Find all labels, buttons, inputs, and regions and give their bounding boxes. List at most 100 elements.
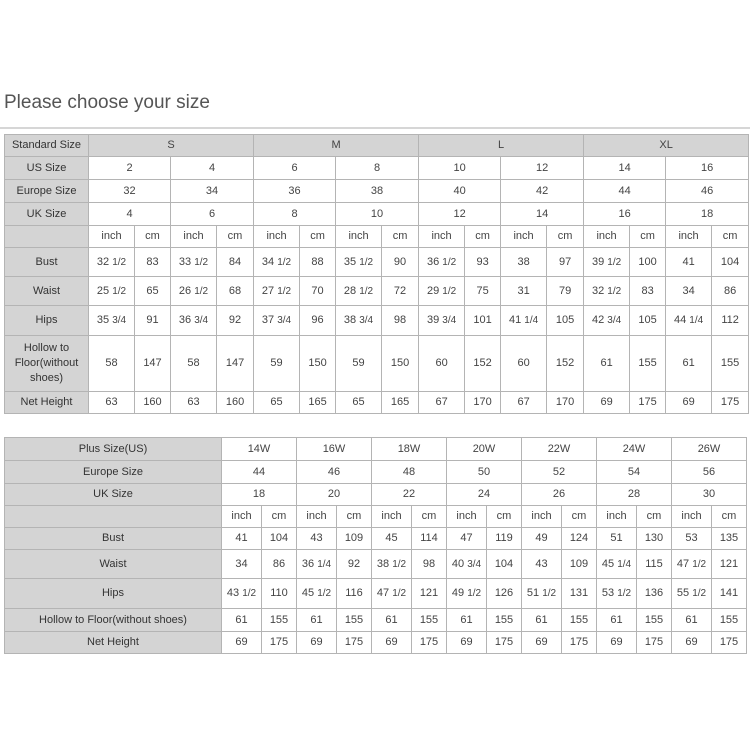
measurement-value: 101	[464, 305, 502, 336]
row-label: Europe Size	[4, 460, 222, 484]
measurement-value: 84	[215, 247, 255, 277]
measurement-value: 124	[561, 527, 597, 550]
measurement-value: 34	[221, 549, 262, 579]
measurement-value: 39 1/2	[583, 247, 631, 277]
measurement-value: 69	[583, 391, 631, 414]
measurement-value: 53 1/2	[596, 578, 637, 609]
row-label: Europe Size	[4, 179, 89, 203]
measurement-value: 100	[629, 247, 667, 277]
measurement-value: 131	[561, 578, 597, 609]
unit-label: cm	[464, 225, 502, 248]
plus-size-table: Plus Size(US) 14W 16W 18W 20W 22W 24W 26W Europe…	[4, 437, 747, 654]
measurement-value: 165	[381, 391, 420, 414]
size-value: 12	[500, 156, 585, 180]
measurement-value: 175	[336, 631, 372, 654]
measurement-value: 97	[546, 247, 585, 277]
measurement-value: 72	[381, 276, 420, 306]
row-label: Waist	[4, 549, 222, 579]
size-value: 24	[446, 483, 522, 506]
row-label: Hips	[4, 305, 89, 336]
standard-size-table: Standard Size S M L XL US Size 2 4 6 8 10 12 14 16 Eur…	[4, 134, 750, 414]
size-value: 34	[169, 179, 255, 203]
measurement-value: 35 1/2	[335, 247, 383, 277]
row-label: Hips	[4, 578, 222, 609]
page-title: Please choose your size	[4, 92, 210, 113]
size-value: 28	[596, 483, 672, 506]
measurement-value: 33 1/2	[170, 247, 217, 277]
size-value: 32	[88, 179, 171, 203]
title-divider	[0, 127, 750, 129]
measurement-row: Hips 43 1/2 110 45 1/2 116 47 1/2 121 49 1/2 126…	[4, 578, 747, 609]
measurement-row: Bust 41 104 43 109 45 114 47 119 49 124 51 130 53 135	[4, 527, 747, 550]
unit-label: inch	[583, 225, 631, 248]
size-value: 46	[296, 460, 372, 484]
size-value: 48	[371, 460, 447, 484]
measurement-value: 26 1/2	[170, 276, 217, 306]
unit-label: cm	[134, 225, 171, 248]
size-value: 14W	[221, 437, 297, 461]
measurement-value: 141	[711, 578, 747, 609]
measurement-value: 152	[464, 335, 502, 392]
size-value: 26W	[671, 437, 747, 461]
measurement-value: 61	[371, 608, 412, 632]
size-value: 54	[596, 460, 672, 484]
measurement-value: 44 1/4	[665, 305, 713, 336]
row-label: Bust	[4, 247, 89, 277]
measurement-value: 155	[711, 608, 747, 632]
size-value: 4	[88, 202, 171, 226]
measurement-value: 28 1/2	[335, 276, 383, 306]
measurement-value: 175	[711, 391, 750, 414]
size-value: 20	[296, 483, 372, 506]
measurement-value: 155	[711, 335, 750, 392]
measurement-value: 65	[335, 391, 383, 414]
measurement-value: 119	[486, 527, 522, 550]
measurement-value: 104	[261, 527, 297, 550]
measurement-value: 175	[629, 391, 667, 414]
unit-label: inch	[335, 225, 383, 248]
measurement-value: 105	[546, 305, 585, 336]
row-label: Net Height	[4, 631, 222, 654]
measurement-value: 109	[561, 549, 597, 579]
unit-label: cm	[711, 225, 750, 248]
measurement-row: Waist 34 86 36 1/4 92 38 1/2 98 40 3/4 104 43 109 4…	[4, 549, 747, 579]
measurement-value: 115	[636, 549, 672, 579]
measurement-value: 75	[464, 276, 502, 306]
unit-label: inch	[170, 225, 217, 248]
row-label: Hollow to Floor(without shoes)	[4, 335, 89, 392]
measurement-value: 136	[636, 578, 672, 609]
size-value: 4	[169, 156, 255, 180]
measurement-value: 61	[446, 608, 487, 632]
size-value: 30	[671, 483, 747, 506]
size-value: 56	[671, 460, 747, 484]
unit-label: inch	[521, 505, 562, 528]
unit-label: inch	[296, 505, 337, 528]
measurement-value: 61	[665, 335, 713, 392]
measurement-value: 45 1/2	[296, 578, 337, 609]
measurement-value: 43	[296, 527, 337, 550]
unit-label: inch	[88, 225, 135, 248]
measurement-value: 155	[629, 335, 667, 392]
measurement-value: 175	[711, 631, 747, 654]
measurement-value: 160	[215, 391, 255, 414]
row-label: Standard Size	[4, 134, 89, 157]
size-value: 44	[583, 179, 667, 203]
measurement-value: 63	[88, 391, 135, 414]
measurement-value: 47 1/2	[371, 578, 412, 609]
row-label: US Size	[4, 156, 89, 180]
measurement-value: 88	[299, 247, 337, 277]
size-value: 18	[221, 483, 297, 506]
measurement-value: 92	[336, 549, 372, 579]
size-group-xl: XL	[583, 134, 750, 157]
row-label: UK Size	[4, 483, 222, 506]
unit-label: inch	[671, 505, 712, 528]
measurement-value: 61	[221, 608, 262, 632]
size-value: 22	[371, 483, 447, 506]
measurement-value: 150	[381, 335, 420, 392]
measurement-value: 90	[381, 247, 420, 277]
measurement-row: Waist 25 1/2 65 26 1/2 68 27 1/2 70 28 1/2 72 29 …	[4, 276, 750, 306]
unit-label: cm	[215, 225, 255, 248]
size-value: 10	[418, 156, 502, 180]
measurement-row: Hollow to Floor(without shoes) 58 147 58 147…	[4, 335, 750, 392]
row-label	[4, 505, 222, 528]
size-value: 16	[583, 202, 667, 226]
